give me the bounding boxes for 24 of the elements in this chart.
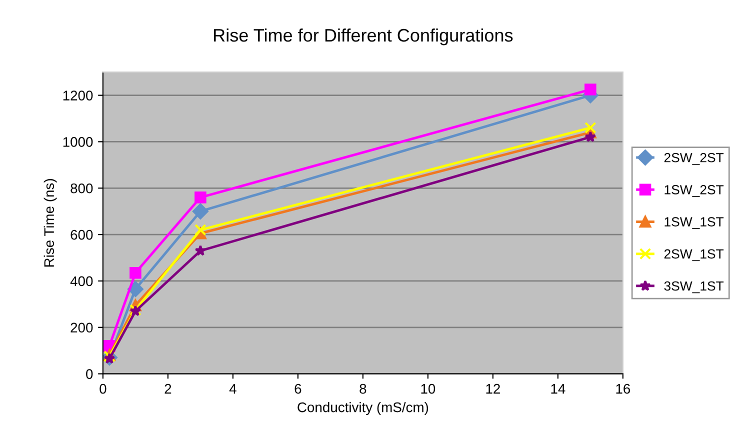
y-tick-label: 200: [70, 322, 93, 333]
legend-label: 1SW_1ST: [664, 217, 724, 229]
y-tick-label: 800: [70, 183, 93, 194]
legend-label: 1SW_2ST: [664, 185, 724, 197]
x-tick-label: 2: [164, 384, 172, 394]
y-axis-title: Rise Time (ns): [44, 179, 57, 267]
x-tick-label: 0: [100, 384, 106, 394]
x-tick-label: 10: [421, 384, 436, 394]
y-tick-label: 400: [70, 276, 93, 286]
x-tick-label: 16: [616, 384, 630, 394]
y-tick-label: 1200: [63, 90, 93, 100]
x-tick-label: 12: [486, 384, 500, 394]
legend-label: 3SW_1ST: [664, 281, 724, 294]
y-tick-label: 1000: [63, 137, 93, 147]
legend-label: 2SW_2ST: [664, 152, 724, 165]
chart-title: Rise Time for Different Configurations: [214, 28, 513, 46]
y-tick-label: 600: [70, 230, 93, 240]
x-tick-label: 8: [360, 384, 366, 394]
x-axis-title: Conductivity (mS/cm): [298, 402, 428, 415]
y-tick-label: 0: [86, 369, 93, 379]
x-tick-label: 6: [294, 384, 302, 394]
legend-label: 2SW_1ST: [664, 249, 724, 262]
x-tick-label: 4: [229, 384, 236, 394]
x-tick-label: 14: [551, 384, 566, 394]
